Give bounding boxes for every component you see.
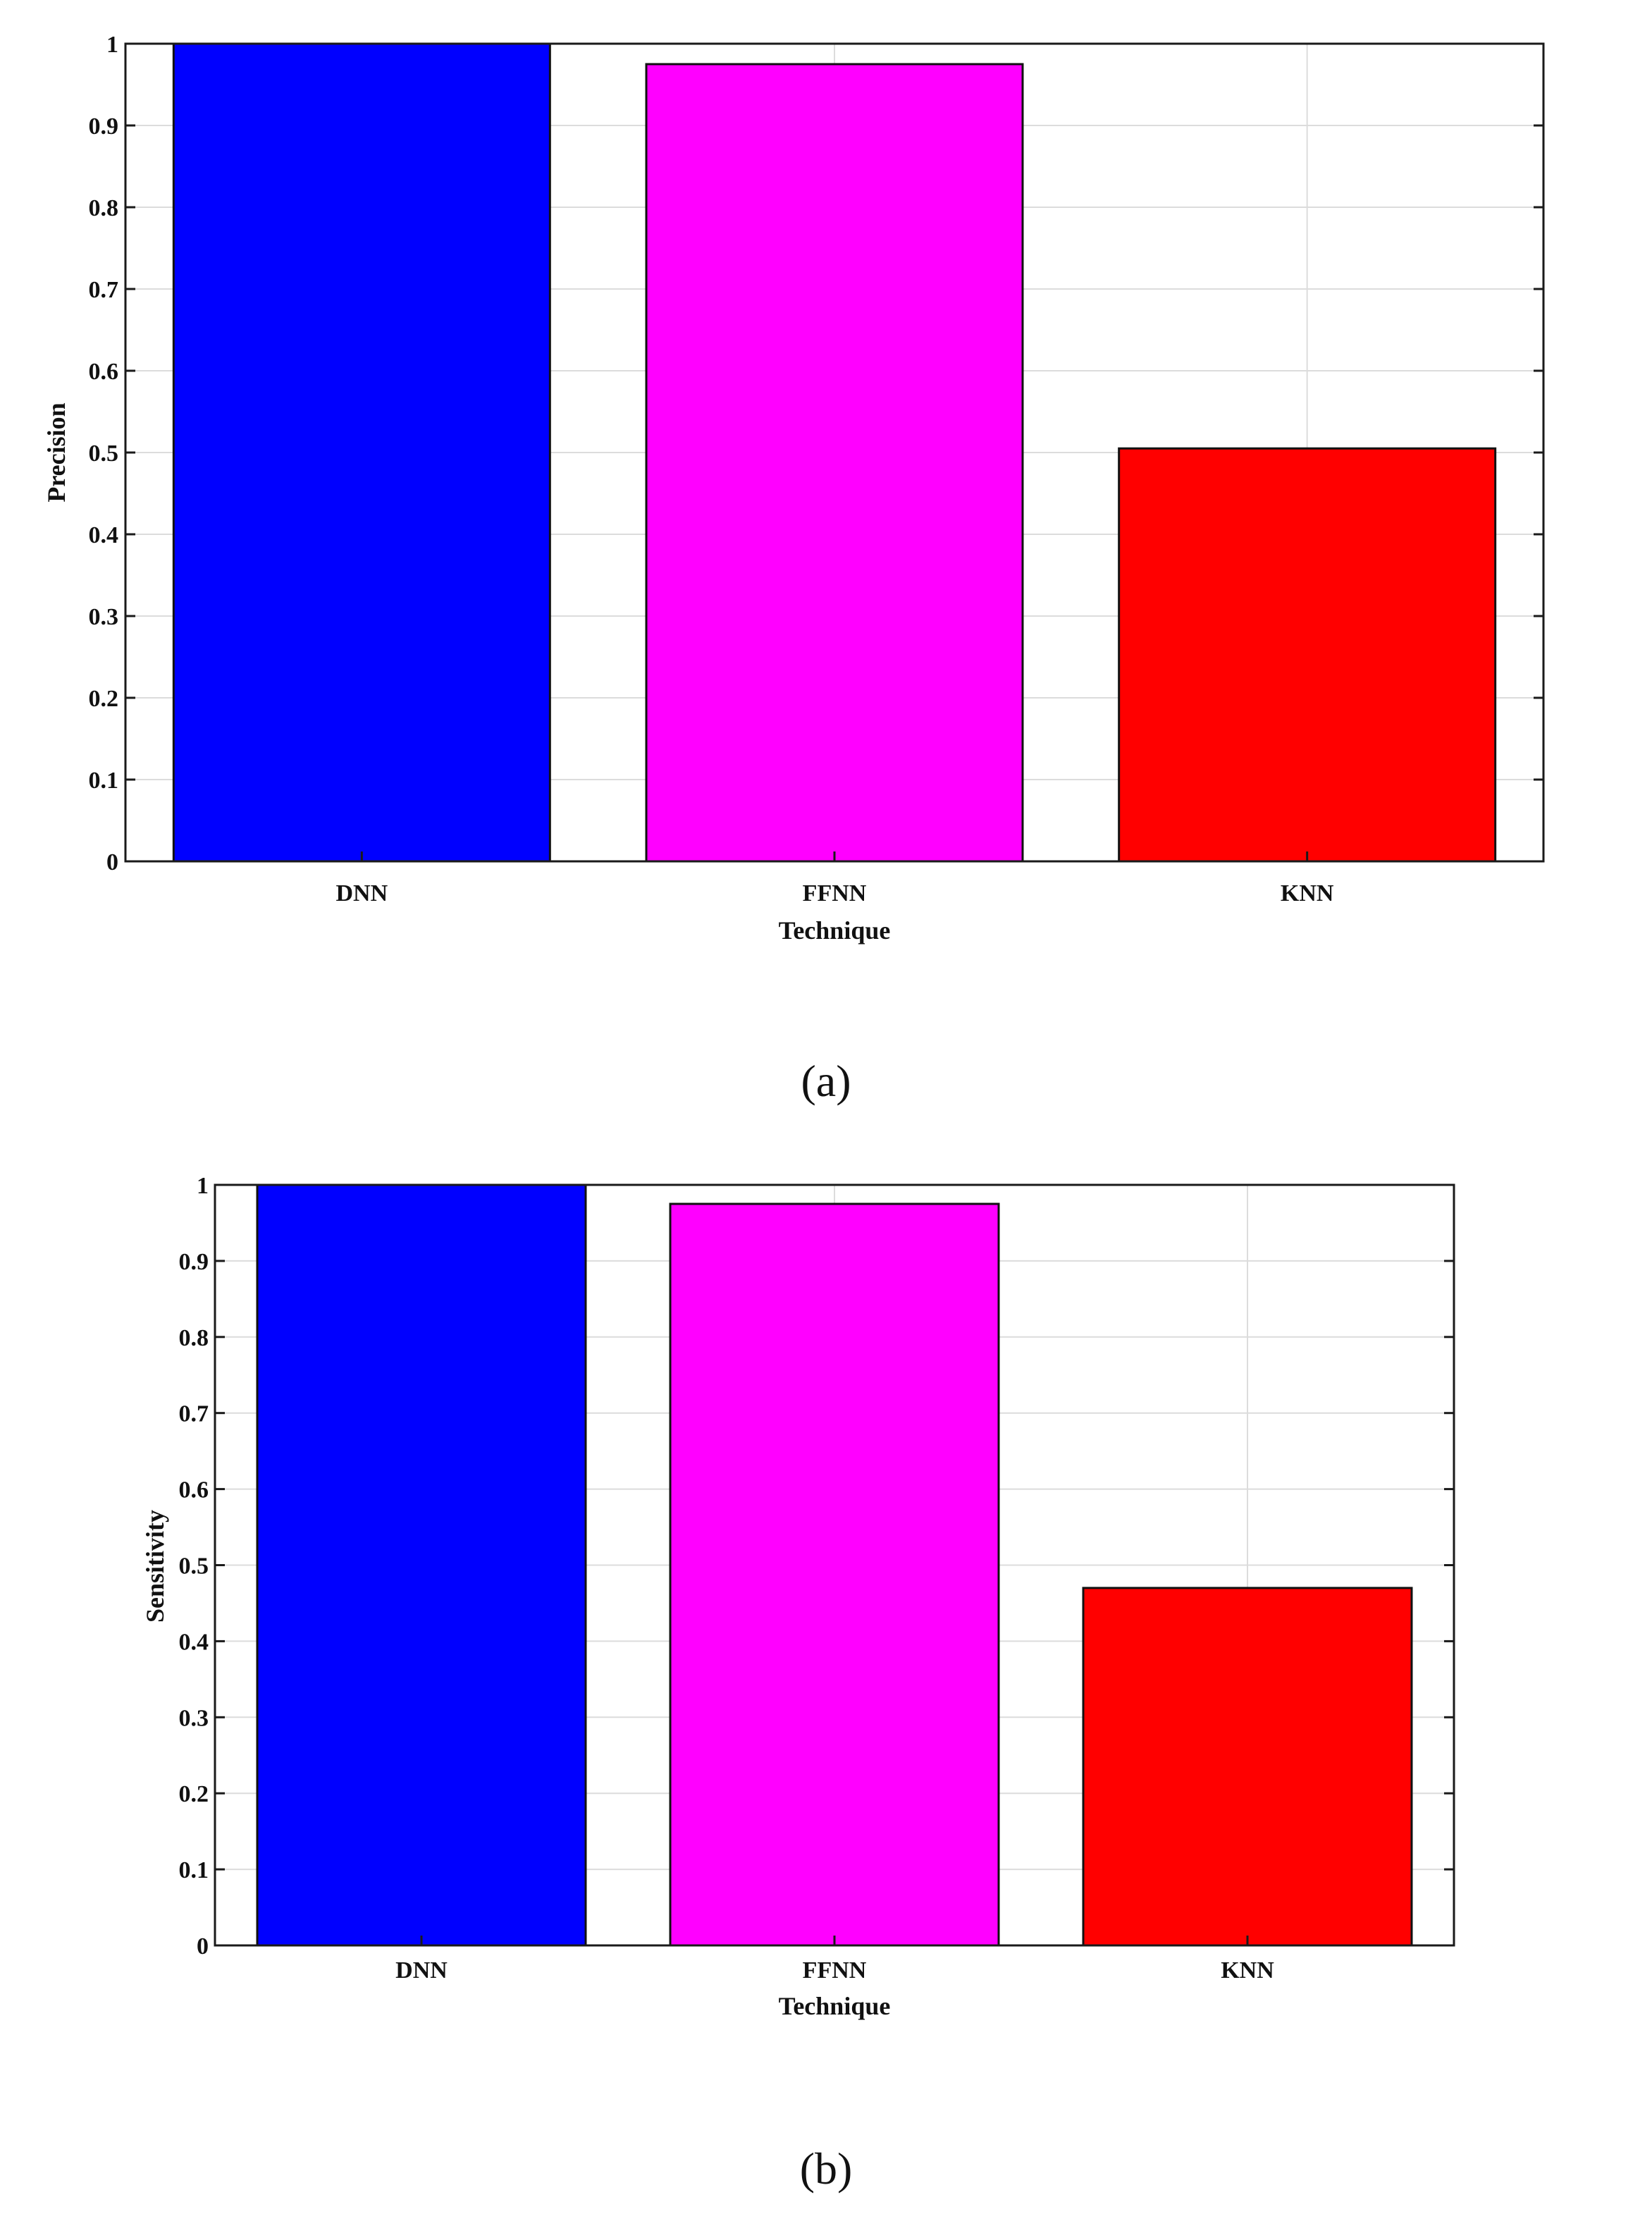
y-tick-label: 0.1 xyxy=(89,768,119,794)
y-tick-label: 0.8 xyxy=(89,195,119,221)
y-tick-label: 0.6 xyxy=(179,1477,209,1503)
y-tick-label: 0 xyxy=(106,849,118,875)
y-tick-label: 0.5 xyxy=(179,1554,209,1580)
y-tick-label: 0.7 xyxy=(179,1401,209,1427)
x-tick-label-dnn: DNN xyxy=(395,1957,448,1983)
x-tick-label-ffnn: FFNN xyxy=(803,880,867,906)
bar-knn xyxy=(1082,1587,1413,1947)
bar-dnn xyxy=(172,42,551,863)
y-tick-label: 0.4 xyxy=(89,522,119,548)
x-tick-label-knn: KNN xyxy=(1281,880,1334,906)
y-tick-label: 0.1 xyxy=(179,1857,209,1883)
sensitivity-chart: 0 0.1 0.2 0.3 0.4 0.5 0.6 0.7 0.8 0.9 1 DNN FFNN KNN T… xyxy=(141,1173,1455,2194)
bar-ffnn xyxy=(645,63,1024,863)
panel-caption: (a) xyxy=(801,1056,851,1106)
bar-dnn xyxy=(256,1183,587,1947)
y-tick-label: 0.2 xyxy=(89,686,119,712)
x-axis-label: Technique xyxy=(779,1992,891,2020)
bar-ffnn xyxy=(669,1202,1000,1947)
x-tick-label-dnn: DNN xyxy=(335,880,388,906)
precision-chart: 0 0.1 0.2 0.3 0.4 0.5 0.6 0.7 0.8 0.9 1 DNN FFNN KNN T… xyxy=(42,32,1545,1106)
y-tick-label: 0.6 xyxy=(89,359,119,385)
y-tick-label: 0 xyxy=(197,1933,209,1960)
y-tick-label: 0.9 xyxy=(179,1249,209,1275)
y-tick-label: 0.3 xyxy=(89,604,119,630)
y-tick-label: 0.9 xyxy=(89,113,119,140)
x-tick-label-knn: KNN xyxy=(1221,1957,1274,1983)
panel-caption: (b) xyxy=(800,2143,853,2194)
y-tick-label: 0.2 xyxy=(179,1781,209,1807)
y-tick-label: 0.3 xyxy=(179,1705,209,1731)
x-axis-label: Technique xyxy=(779,916,891,945)
y-tick-label: 1 xyxy=(197,1173,209,1199)
x-tick-label-ffnn: FFNN xyxy=(803,1957,867,1983)
y-axis-label: Sensitivity xyxy=(141,1510,169,1623)
y-tick-label: 0.8 xyxy=(179,1325,209,1351)
y-tick-label: 0.4 xyxy=(179,1629,209,1655)
y-tick-label: 0.7 xyxy=(89,277,119,303)
y-axis-label: Precision xyxy=(42,402,70,502)
bar-knn xyxy=(1118,447,1497,863)
y-tick-label: 0.5 xyxy=(89,441,119,467)
y-tick-label: 1 xyxy=(106,32,118,58)
